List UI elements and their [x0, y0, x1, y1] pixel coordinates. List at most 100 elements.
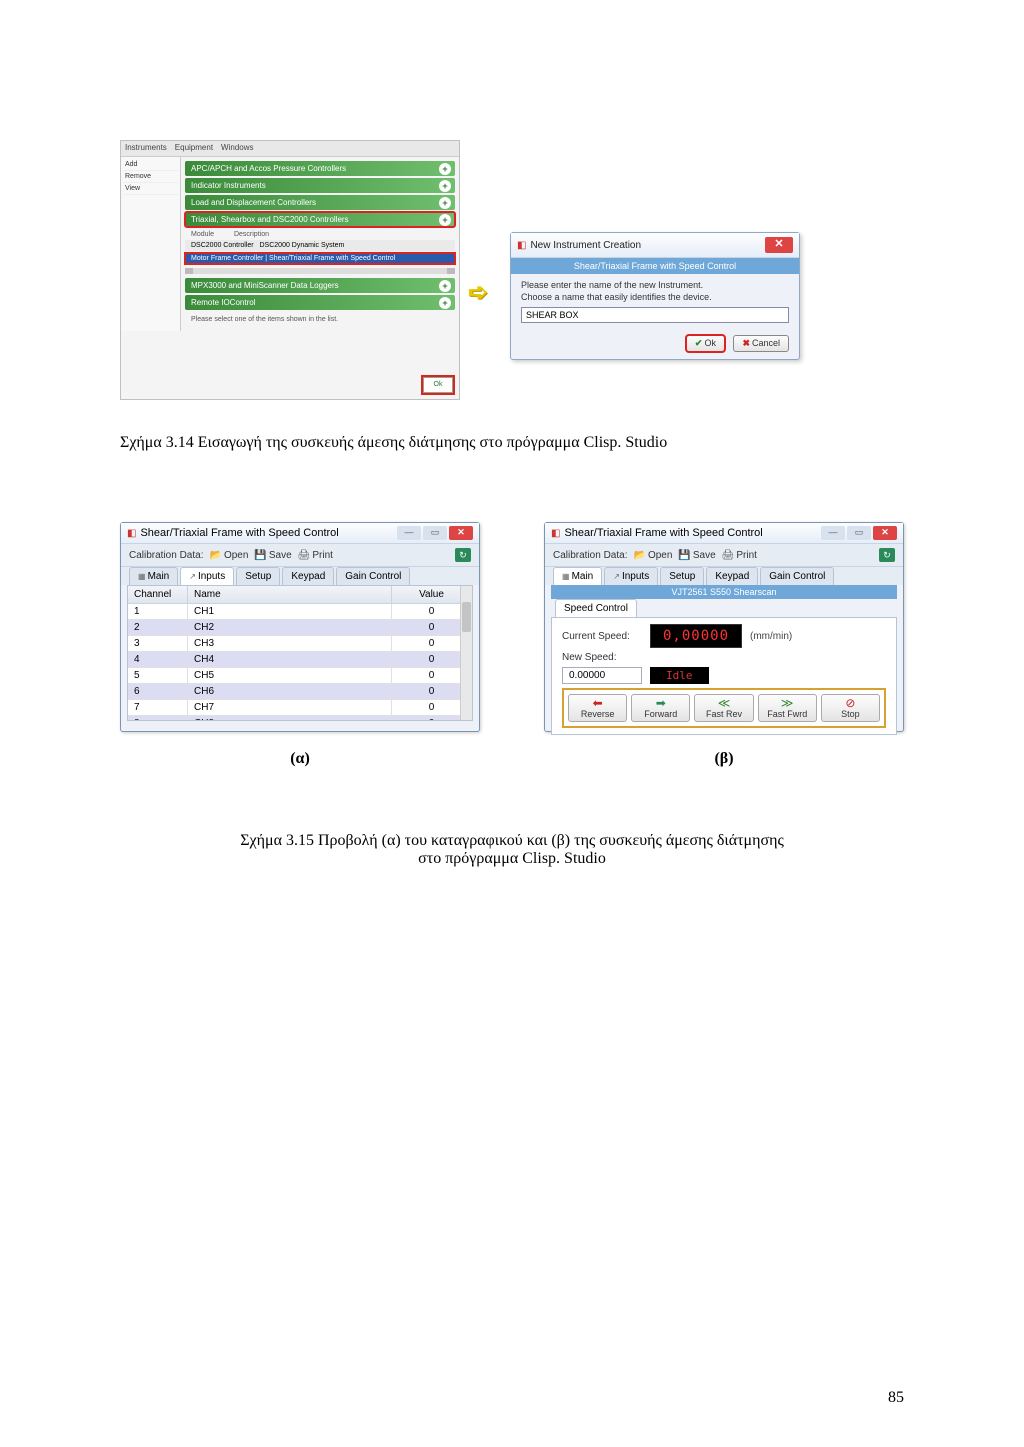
dialog-icon: ◧: [517, 240, 526, 251]
window-title: Shear/Triaxial Frame with Speed Control: [140, 527, 338, 539]
row-triaxial[interactable]: Triaxial, Shearbox and DSC2000 Controlle…: [185, 212, 455, 227]
tab-inputs[interactable]: ↗Inputs: [180, 567, 234, 585]
toolbar-windows[interactable]: Windows: [221, 143, 253, 154]
side-add[interactable]: Add: [123, 159, 178, 171]
head-name: Name: [188, 586, 392, 603]
toolbar-equipment[interactable]: Equipment: [175, 143, 213, 154]
tab-inputs[interactable]: ↗Inputs: [604, 567, 658, 585]
new-speed-input[interactable]: [562, 667, 642, 684]
table-row[interactable]: 1CH10: [128, 604, 472, 620]
cal-label: Calibration Data:: [553, 550, 627, 561]
new-instrument-dialog: ◧New Instrument Creation ✕ Shear/Triaxia…: [510, 232, 800, 360]
fast-fwd-button[interactable]: ≫Fast Fwrd: [758, 694, 817, 722]
tab-main[interactable]: ▦Main: [129, 567, 178, 585]
row-load[interactable]: Load and Displacement Controllers+: [185, 195, 455, 210]
ok-button[interactable]: ✔Ok: [686, 335, 725, 352]
maximize-icon[interactable]: ▭: [423, 526, 447, 540]
minimize-icon[interactable]: —: [397, 526, 421, 540]
tab-gain[interactable]: Gain Control: [336, 567, 410, 585]
new-speed-label: New Speed:: [562, 652, 642, 663]
print-button[interactable]: 🖨Print: [298, 550, 333, 561]
current-speed-lcd: 0,00000: [650, 624, 742, 648]
side-remove[interactable]: Remove: [123, 171, 178, 183]
table-header: Channel Name Value: [128, 586, 472, 604]
v-scrollbar[interactable]: [460, 586, 472, 720]
plus-icon[interactable]: +: [439, 214, 451, 226]
side-view[interactable]: View: [123, 183, 178, 195]
panel-ok-button[interactable]: Ok: [423, 377, 453, 393]
open-button[interactable]: 📂Open: [633, 550, 672, 561]
plus-icon[interactable]: +: [439, 197, 451, 209]
apply-icon[interactable]: ↻: [455, 548, 471, 562]
close-icon[interactable]: ✕: [765, 237, 793, 253]
figure-3-14: Instruments Equipment Windows Add Remove…: [120, 140, 904, 420]
tab-setup[interactable]: Setup: [660, 567, 704, 585]
table-row[interactable]: 6CH60: [128, 684, 472, 700]
forward-button[interactable]: ➡Forward: [631, 694, 690, 722]
reverse-icon: ⬅: [571, 697, 624, 709]
table-row[interactable]: 5CH50: [128, 668, 472, 684]
window-titlebar: ◧ Shear/Triaxial Frame with Speed Control…: [121, 523, 479, 544]
maximize-icon[interactable]: ▭: [847, 526, 871, 540]
row-indicator[interactable]: Indicator Instruments+: [185, 178, 455, 193]
window-title: Shear/Triaxial Frame with Speed Control: [564, 527, 762, 539]
open-icon: 📂: [633, 550, 645, 561]
row-apc[interactable]: APC/APCH and Accos Pressure Controllers+: [185, 161, 455, 176]
dialog-title: New Instrument Creation: [530, 240, 641, 251]
close-icon[interactable]: ✕: [873, 526, 897, 540]
figure-3-15-caption: Σχήμα 3.15 Προβολή (α) του καταγραφικού …: [120, 832, 904, 868]
plus-icon[interactable]: +: [439, 163, 451, 175]
app-icon: ◧: [551, 528, 560, 539]
print-button[interactable]: 🖨Print: [722, 550, 757, 561]
minimize-icon[interactable]: —: [821, 526, 845, 540]
dialog-titlebar: ◧ New Instrument Creation ✕: [511, 233, 799, 258]
dialog-line1: Please enter the name of the new Instrum…: [521, 280, 789, 292]
h-scrollbar[interactable]: [185, 268, 455, 274]
window-titlebar: ◧ Shear/Triaxial Frame with Speed Control…: [545, 523, 903, 544]
plus-icon[interactable]: +: [439, 280, 451, 292]
apply-icon[interactable]: ↻: [879, 548, 895, 562]
tabs: ▦Main ↗Inputs Setup Keypad Gain Control: [545, 567, 903, 585]
toolbar-instruments[interactable]: Instruments: [125, 143, 167, 154]
tabs: ▦Main ↗Inputs Setup Keypad Gain Control: [121, 567, 479, 585]
table-row[interactable]: 3CH30: [128, 636, 472, 652]
dialog-line2: Choose a name that easily identifies the…: [521, 292, 789, 304]
save-button[interactable]: 💾Save: [254, 550, 291, 561]
window-beta: ◧ Shear/Triaxial Frame with Speed Control…: [544, 522, 904, 732]
figure-3-15: ◧ Shear/Triaxial Frame with Speed Control…: [120, 522, 904, 782]
tab-keypad[interactable]: Keypad: [706, 567, 758, 585]
sub-dsc2000[interactable]: DSC2000 Controller DSC2000 Dynamic Syste…: [185, 240, 455, 251]
table-row[interactable]: 7CH70: [128, 700, 472, 716]
forward-icon: ➡: [634, 697, 687, 709]
stop-button[interactable]: ⊘Stop: [821, 694, 880, 722]
x-icon: ✖: [742, 338, 750, 348]
window-alpha: ◧ Shear/Triaxial Frame with Speed Control…: [120, 522, 480, 732]
tab-gain[interactable]: Gain Control: [760, 567, 834, 585]
open-icon: 📂: [209, 550, 221, 561]
tab-keypad[interactable]: Keypad: [282, 567, 334, 585]
sub-selected[interactable]: Motor Frame Controller | Shear/Triaxial …: [185, 253, 455, 264]
current-speed-label: Current Speed:: [562, 631, 642, 642]
motor-button-bar: ⬅Reverse ➡Forward ≪Fast Rev ≫Fast Fwrd ⊘…: [562, 688, 886, 728]
plus-icon[interactable]: +: [439, 180, 451, 192]
tab-setup[interactable]: Setup: [236, 567, 280, 585]
save-button[interactable]: 💾Save: [678, 550, 715, 561]
fast-rev-button[interactable]: ≪Fast Rev: [694, 694, 753, 722]
plus-icon[interactable]: +: [439, 297, 451, 309]
instrument-name-input[interactable]: [521, 307, 789, 323]
head-channel: Channel: [128, 586, 188, 603]
table-row[interactable]: 2CH20: [128, 620, 472, 636]
table-row[interactable]: 8CH80: [128, 716, 472, 721]
row-remote[interactable]: Remote IOControl+: [185, 295, 455, 310]
tab-speed[interactable]: Speed Control: [555, 599, 637, 617]
app-icon: ◧: [127, 528, 136, 539]
open-button[interactable]: 📂Open: [209, 550, 248, 561]
reverse-button[interactable]: ⬅Reverse: [568, 694, 627, 722]
save-icon: 💾: [254, 550, 266, 561]
close-icon[interactable]: ✕: [449, 526, 473, 540]
row-mpx[interactable]: MPX3000 and MiniScanner Data Loggers+: [185, 278, 455, 293]
tab-main[interactable]: ▦Main: [553, 567, 602, 585]
tab-inputs-icon: ↗: [613, 572, 620, 581]
table-row[interactable]: 4CH40: [128, 652, 472, 668]
cancel-button[interactable]: ✖Cancel: [733, 335, 789, 352]
